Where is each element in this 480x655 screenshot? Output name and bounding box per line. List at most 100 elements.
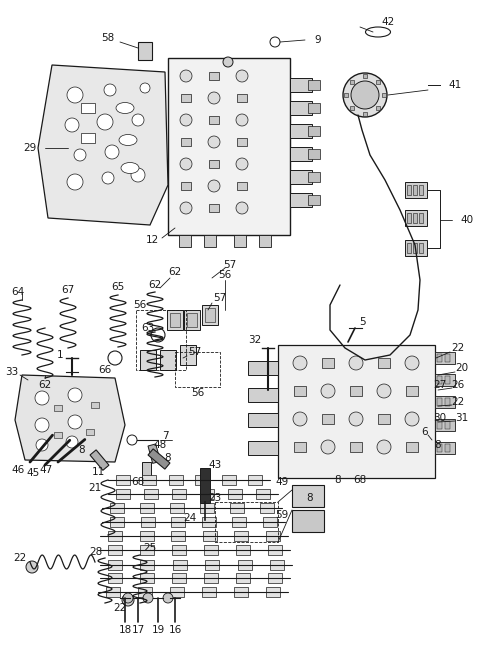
Circle shape bbox=[405, 412, 419, 426]
Bar bbox=[203, 531, 217, 541]
Bar bbox=[86, 429, 94, 435]
Bar bbox=[143, 475, 156, 485]
Bar bbox=[290, 147, 312, 161]
Text: 56: 56 bbox=[192, 388, 204, 398]
Text: 62: 62 bbox=[168, 267, 181, 277]
Bar bbox=[200, 468, 210, 503]
Bar bbox=[116, 489, 130, 499]
Bar bbox=[179, 235, 191, 247]
Circle shape bbox=[405, 356, 419, 370]
Text: 31: 31 bbox=[456, 413, 468, 423]
Bar bbox=[110, 503, 124, 513]
Text: 57: 57 bbox=[223, 260, 237, 270]
Bar bbox=[141, 517, 155, 527]
Text: 68: 68 bbox=[353, 475, 367, 485]
Text: 64: 64 bbox=[12, 287, 24, 297]
Bar bbox=[294, 442, 306, 452]
Bar bbox=[413, 213, 417, 223]
Bar bbox=[181, 138, 191, 146]
Text: 22: 22 bbox=[113, 603, 127, 613]
Bar bbox=[266, 587, 280, 597]
Bar bbox=[349, 106, 354, 111]
Bar bbox=[184, 310, 200, 330]
Text: 63: 63 bbox=[142, 323, 155, 333]
Bar bbox=[376, 106, 381, 111]
Bar bbox=[236, 545, 250, 555]
Bar bbox=[363, 74, 367, 78]
Bar bbox=[140, 350, 156, 370]
Text: 22: 22 bbox=[13, 553, 26, 563]
Bar bbox=[140, 531, 154, 541]
Text: 46: 46 bbox=[12, 465, 24, 475]
Bar bbox=[445, 421, 450, 429]
Bar bbox=[175, 352, 220, 387]
Bar bbox=[202, 587, 216, 597]
Text: 62: 62 bbox=[38, 380, 52, 390]
Bar bbox=[407, 185, 411, 195]
Text: 8: 8 bbox=[165, 453, 171, 463]
Polygon shape bbox=[15, 375, 125, 462]
Text: 5: 5 bbox=[359, 317, 365, 327]
Text: 48: 48 bbox=[154, 440, 167, 450]
Bar bbox=[268, 545, 282, 555]
Text: 25: 25 bbox=[144, 543, 156, 553]
Circle shape bbox=[180, 70, 192, 82]
Bar bbox=[160, 350, 176, 370]
Bar bbox=[248, 361, 278, 375]
Bar bbox=[181, 182, 191, 190]
Bar bbox=[382, 93, 386, 97]
Circle shape bbox=[321, 440, 335, 454]
Bar bbox=[344, 93, 348, 97]
Bar bbox=[170, 503, 184, 513]
Bar bbox=[234, 235, 246, 247]
Bar bbox=[222, 475, 236, 485]
Bar bbox=[136, 310, 186, 370]
Bar bbox=[116, 475, 130, 485]
Circle shape bbox=[65, 118, 79, 132]
Bar bbox=[173, 560, 187, 570]
Bar bbox=[268, 573, 282, 583]
Circle shape bbox=[123, 593, 133, 603]
Text: 22: 22 bbox=[451, 343, 465, 353]
Bar bbox=[54, 432, 62, 438]
Bar bbox=[437, 421, 442, 429]
Bar bbox=[54, 405, 62, 411]
Text: 62: 62 bbox=[148, 280, 162, 290]
Bar bbox=[236, 573, 250, 583]
Bar bbox=[209, 160, 219, 168]
Bar bbox=[308, 195, 320, 205]
Bar bbox=[290, 170, 312, 184]
Text: 11: 11 bbox=[91, 467, 105, 477]
Bar bbox=[140, 560, 155, 570]
Bar bbox=[81, 103, 95, 113]
Bar bbox=[171, 517, 185, 527]
Bar bbox=[171, 531, 185, 541]
Bar bbox=[148, 444, 160, 463]
Bar bbox=[172, 573, 186, 583]
Bar bbox=[435, 374, 455, 386]
Bar bbox=[292, 510, 324, 532]
Circle shape bbox=[349, 356, 363, 370]
Bar bbox=[90, 450, 109, 470]
Bar bbox=[170, 587, 184, 597]
Bar bbox=[108, 573, 122, 583]
Bar bbox=[195, 475, 209, 485]
Text: 40: 40 bbox=[460, 215, 473, 225]
Text: 26: 26 bbox=[451, 380, 465, 390]
Bar bbox=[437, 398, 442, 406]
Text: 17: 17 bbox=[132, 625, 144, 635]
FancyBboxPatch shape bbox=[168, 58, 290, 235]
Bar bbox=[106, 587, 120, 597]
Circle shape bbox=[349, 412, 363, 426]
Bar bbox=[202, 517, 216, 527]
Bar bbox=[294, 386, 306, 396]
Circle shape bbox=[377, 384, 391, 398]
Bar bbox=[270, 560, 284, 570]
Bar bbox=[445, 444, 450, 452]
Text: 41: 41 bbox=[448, 80, 461, 90]
Circle shape bbox=[122, 594, 134, 606]
Circle shape bbox=[180, 202, 192, 214]
Bar bbox=[308, 149, 320, 159]
Text: 19: 19 bbox=[151, 625, 165, 635]
Bar bbox=[202, 305, 218, 325]
